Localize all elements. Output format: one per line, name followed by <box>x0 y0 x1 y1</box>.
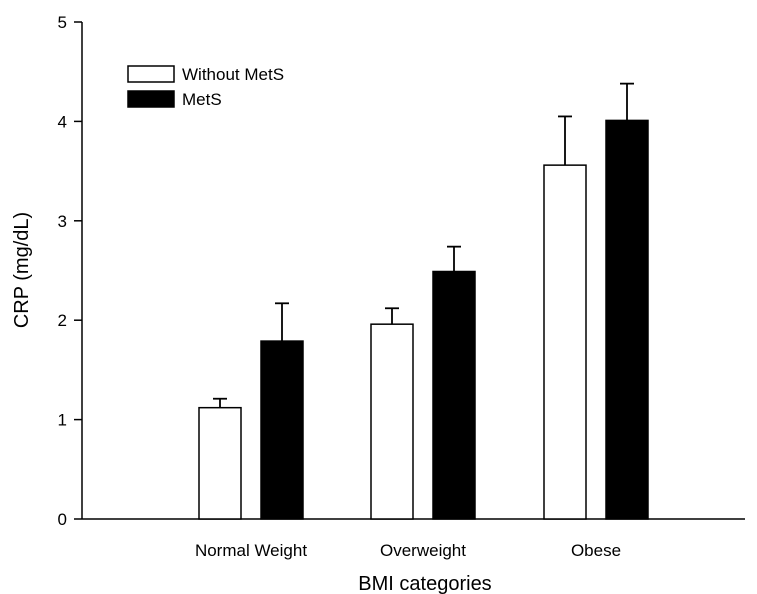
y-tick-label: 2 <box>58 311 67 330</box>
x-axis-label: BMI categories <box>358 573 491 594</box>
x-tick-label: Overweight <box>380 541 466 560</box>
bar-mets <box>260 340 304 520</box>
y-tick-label: 3 <box>58 212 67 231</box>
x-tick-label: Obese <box>571 541 621 560</box>
bar-marks <box>198 82 649 520</box>
y-tick-label: 0 <box>58 510 67 529</box>
legend: Without MetS MetS <box>127 65 284 109</box>
legend-swatch <box>127 90 175 108</box>
bar-without-mets <box>370 323 414 520</box>
bar-mets <box>605 119 649 520</box>
bar-without-mets <box>198 406 242 520</box>
bar-without-mets <box>543 164 587 520</box>
x-axis-ticks: Normal Weight Overweight Obese <box>195 541 621 560</box>
y-axis-ticks: 0 1 2 3 4 5 <box>58 13 82 529</box>
y-tick-label: 1 <box>58 411 67 430</box>
y-tick-label: 5 <box>58 13 67 32</box>
x-tick-label: Normal Weight <box>195 541 307 560</box>
legend-label: MetS <box>182 90 222 109</box>
y-axis-label: CRP (mg/dL) <box>11 212 33 328</box>
bar-mets <box>432 270 476 520</box>
legend-label: Without MetS <box>182 65 284 84</box>
y-tick-label: 4 <box>58 112 67 131</box>
legend-swatch <box>127 65 175 83</box>
